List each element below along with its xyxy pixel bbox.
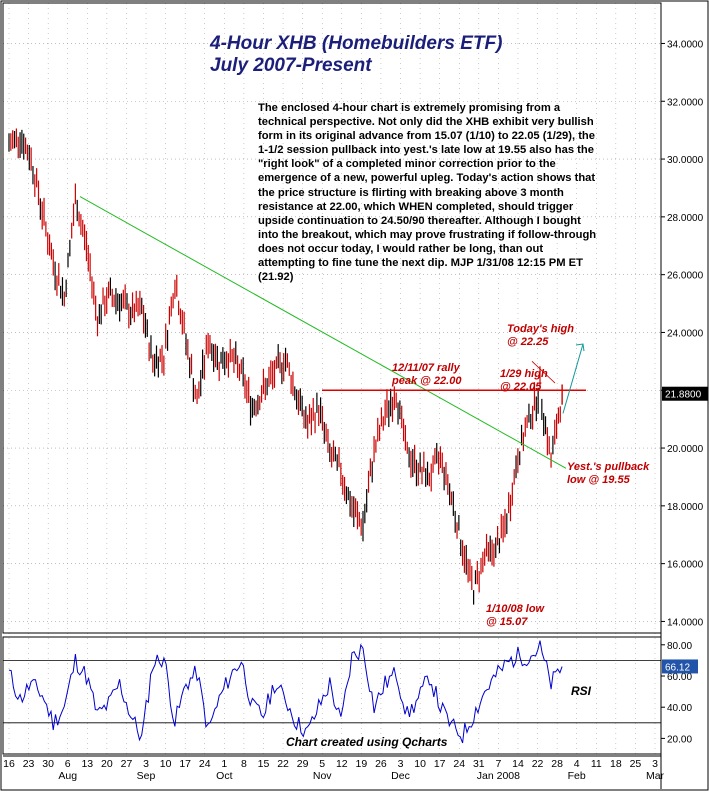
day-tick-label: 26 [375,758,387,770]
day-tick-label: 7 [495,758,501,770]
day-tick-label: 25 [630,758,642,770]
rsi-tick-label: 80.00 [667,641,692,652]
day-tick-label: 24 [199,758,211,770]
price-tick-label: 28.0000 [667,213,704,224]
price-tick-label: 20.0000 [667,444,704,455]
price-tick-label: 16.0000 [667,560,704,571]
day-tick-label: 10 [160,758,172,770]
day-tick-label: 8 [241,758,247,770]
month-tick-label: Sep [137,770,156,782]
day-tick-label: 24 [453,758,465,770]
day-tick-label: 28 [551,758,563,770]
downtrend-line [79,196,567,469]
annotation-rally-peak: 12/11/07 rally peak @ 22.00 [392,362,461,387]
day-tick-label: 17 [179,758,191,770]
day-tick-label: 5 [319,758,325,770]
day-tick-label: 16 [3,758,15,770]
annotation-todays-high: Today's high @ 22.25 [507,323,574,348]
projection-arrowhead [575,343,585,352]
day-tick-label: 10 [414,758,426,770]
chart-subtitle: July 2007-Present [210,55,372,76]
projection-arrow-line [562,343,584,414]
price-tick-label: 32.0000 [667,97,704,108]
day-tick-label: 31 [473,758,485,770]
day-tick-label: 15 [258,758,270,770]
day-tick-label: 18 [610,758,622,770]
day-tick-label: 19 [356,758,368,770]
day-tick-label: 3 [398,758,404,770]
price-tick-label: 14.0000 [667,617,704,628]
day-tick-label: 22 [532,758,544,770]
day-tick-label: 11 [591,758,602,770]
last-price-badge [662,386,708,401]
chart-title: 4-Hour XHB (Homebuilders ETF) [210,33,503,54]
chart-credit: Chart created using Qcharts [286,735,448,749]
day-tick-label: 12 [336,758,348,770]
price-tick-label: 26.0000 [667,271,704,282]
annotation-low-110: 1/10/08 low @ 15.07 [486,603,544,628]
annotation-high-129: 1/29 high @ 22.05 [500,368,548,393]
annotation-high-129-text: 1/29 high @ 22.05 [500,368,548,393]
day-tick-label: 4 [574,758,580,770]
todays-high-pointer [531,361,556,384]
chart-title-block: 4-Hour XHB (Homebuilders ETF) July 2007-… [210,33,502,77]
rsi-line [8,640,563,744]
day-tick-label: 22 [277,758,289,770]
price-tick-label: 34.0000 [667,39,704,50]
month-tick-label: Dec [391,770,410,782]
day-tick-label: 3 [143,758,149,770]
month-tick-label: Feb [568,770,586,782]
annotation-pullback-text: Yest.'s pullback low @ 19.55 [567,461,650,486]
rsi-last-label: 66.12 [665,662,690,673]
rsi-tick-label: 60.00 [667,672,692,683]
price-tick-label: 24.0000 [667,328,704,339]
day-tick-label: 1 [221,758,227,770]
month-tick-label: Nov [313,770,332,782]
rsi-tick-label: 20.00 [667,734,692,745]
annotation-todays-high-text: Today's high @ 22.25 [507,323,574,348]
day-tick-label: 14 [512,758,524,770]
annotation-low-110-text: 1/10/08 low @ 15.07 [486,603,545,628]
commentary-text: The enclosed 4-hour chart is extremely p… [258,102,597,284]
last-price-label: 21.8800 [665,390,702,401]
day-tick-label: 20 [101,758,113,770]
rsi-tick-label: 40.00 [667,703,692,714]
month-tick-label: Mar [646,770,665,782]
rsi-label: RSI [571,684,592,698]
price-tick-label: 30.0000 [667,155,704,166]
month-tick-label: Aug [58,770,77,782]
day-tick-label: 6 [65,758,71,770]
day-tick-label: 30 [42,758,54,770]
annotation-pullback: Yest.'s pullback low @ 19.55 [567,461,649,486]
price-tick-label: 18.0000 [667,502,704,513]
day-tick-label: 23 [23,758,35,770]
day-tick-label: 13 [81,758,93,770]
annotation-rally-peak-text: 12/11/07 rally peak @ 22.00 [392,362,462,387]
month-tick-label: Jan 2008 [477,770,520,782]
day-tick-label: 3 [652,758,658,770]
rsi-last-badge [662,659,698,674]
day-tick-label: 29 [297,758,309,770]
day-tick-label: 17 [434,758,446,770]
month-tick-label: Oct [216,770,232,782]
day-tick-label: 27 [121,758,133,770]
